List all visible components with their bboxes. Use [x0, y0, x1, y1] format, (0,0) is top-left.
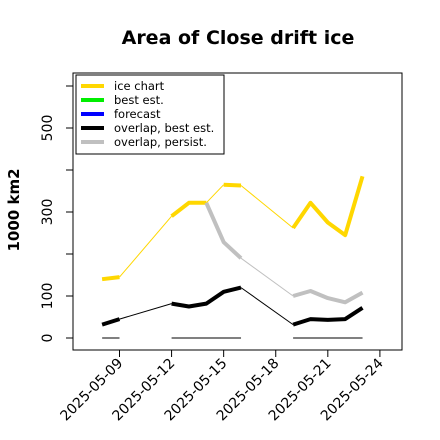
series-layer	[101, 175, 365, 339]
series-2-connector-1	[240, 287, 294, 326]
series-2-segment-1	[171, 285, 242, 309]
series-2-connector-0	[119, 303, 172, 320]
y-tick-label-300: 300	[40, 199, 56, 226]
y-tick-label-500: 500	[40, 115, 56, 142]
y-tick-label-0: 0	[40, 334, 56, 343]
legend-label-0: ice chart	[114, 79, 165, 93]
series-2-segment-0	[101, 317, 121, 327]
series-0-connector-0	[119, 215, 172, 278]
series-0-connector-2	[240, 185, 294, 229]
y-tick-label-100: 100	[40, 283, 56, 310]
series-0-segment-2	[223, 182, 242, 188]
legend-label-2: forecast	[114, 107, 161, 121]
series-0-segment-1	[170, 200, 207, 218]
legend-label-3: overlap, best est.	[114, 121, 214, 135]
series-1-segment-1	[292, 289, 364, 305]
chart-title: Area of Close drift ice	[122, 27, 355, 49]
series-1-segment-0	[204, 201, 243, 260]
y-axis-label: 1000 km2	[5, 168, 23, 251]
series-1-connector-0	[240, 257, 294, 297]
legend-label-4: overlap, persist.	[114, 135, 207, 149]
series-0-segment-0	[101, 275, 120, 282]
series-2-segment-2	[292, 306, 364, 327]
series-0-segment-3	[291, 175, 365, 238]
legend-label-1: best est.	[114, 93, 164, 107]
series-0-connector-1	[205, 184, 225, 204]
